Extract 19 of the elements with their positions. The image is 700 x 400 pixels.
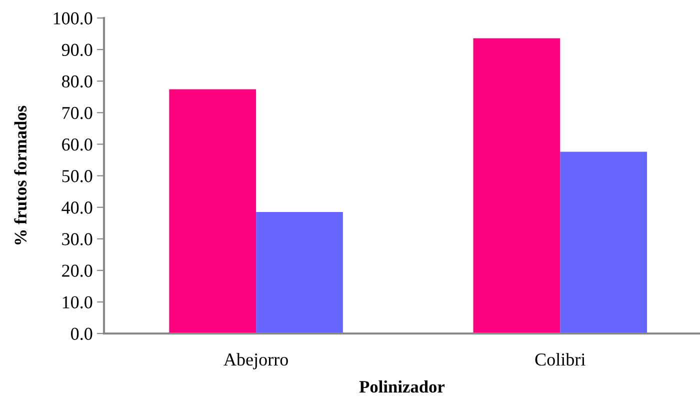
y-tick-label: 100.0 [54, 12, 92, 25]
y-tick-label: 20.0 [62, 264, 92, 277]
y-tick-label: 0.0 [71, 328, 92, 340]
bar [560, 152, 648, 334]
x-axis-title: Polinizador [359, 380, 445, 393]
bar [169, 89, 256, 334]
y-axis-title: % frutos formados [14, 106, 27, 244]
y-tick-label: 90.0 [62, 44, 92, 56]
x-tick-label: Colibri [535, 352, 586, 366]
y-tick-label: 10.0 [62, 296, 92, 308]
y-tick-label: 50.0 [62, 170, 92, 182]
y-tick-label: 80.0 [62, 75, 92, 88]
y-tick-label: 60.0 [62, 138, 92, 151]
bar [473, 38, 560, 334]
y-tick-label: 30.0 [62, 233, 92, 246]
y-tick-label: 40.0 [62, 202, 92, 214]
y-tick-label: 70.0 [62, 106, 92, 120]
bar [256, 212, 343, 334]
x-tick-label: Abejorro [224, 352, 288, 370]
